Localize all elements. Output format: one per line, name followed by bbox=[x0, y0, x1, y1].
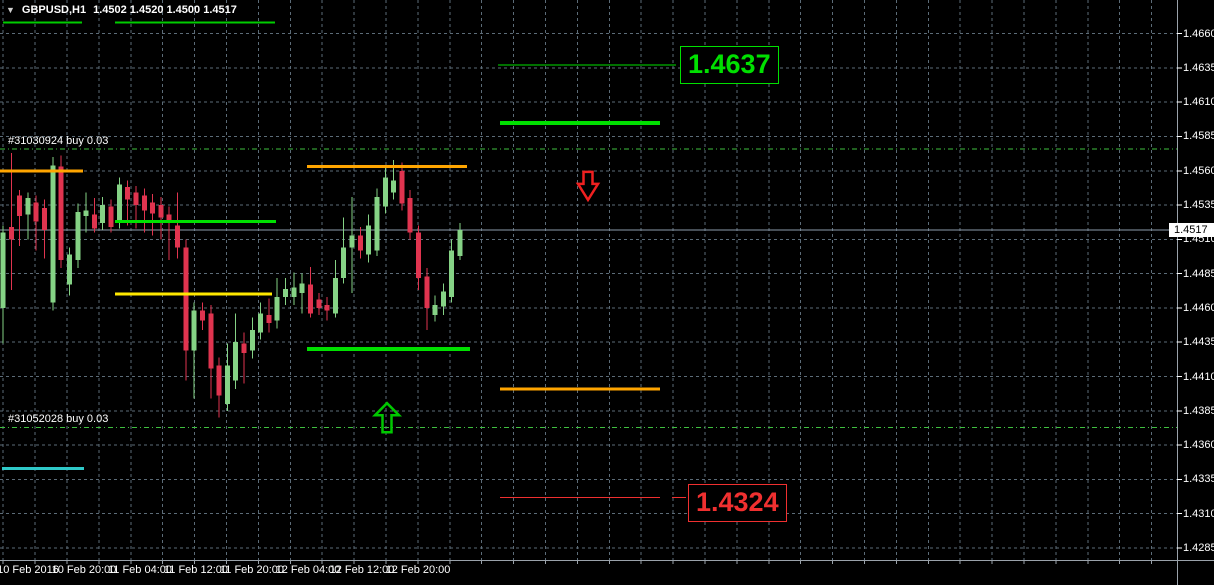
candle bbox=[208, 313, 214, 369]
candle bbox=[133, 192, 139, 206]
candle bbox=[249, 329, 255, 351]
candle bbox=[175, 225, 181, 248]
candle bbox=[233, 342, 239, 381]
candle bbox=[116, 184, 122, 222]
price-axis-label: 1.4485 bbox=[1183, 267, 1214, 280]
candle bbox=[416, 232, 421, 278]
candle bbox=[440, 291, 446, 307]
time-axis-label: 12 Feb 20:00 bbox=[385, 564, 451, 576]
candle bbox=[166, 214, 172, 223]
candle bbox=[199, 310, 205, 321]
candle bbox=[0, 232, 6, 308]
price-axis-label: 1.4435 bbox=[1183, 336, 1214, 349]
candle bbox=[457, 229, 463, 256]
candle bbox=[100, 205, 106, 223]
candle bbox=[307, 284, 313, 314]
candle bbox=[266, 314, 272, 324]
price-axis-label: 1.4335 bbox=[1183, 473, 1214, 486]
up-arrow-annotation[interactable] bbox=[371, 401, 403, 434]
symbol-timeframe-label: GBPUSD,H1 bbox=[21, 4, 87, 16]
candle bbox=[33, 202, 39, 222]
candle bbox=[374, 196, 380, 251]
candle bbox=[357, 235, 363, 251]
price-axis-label: 1.4560 bbox=[1183, 164, 1214, 177]
price-axis-label: 1.4585 bbox=[1183, 130, 1214, 143]
candle bbox=[83, 210, 89, 217]
price-axis-label: 1.4360 bbox=[1183, 439, 1214, 452]
time-axis-label: 10 Feb 2016 bbox=[0, 564, 59, 576]
candle bbox=[258, 313, 264, 333]
price-axis-label: 1.4460 bbox=[1183, 301, 1214, 314]
chart-header: ▼ GBPUSD,H1 1.4502 1.4520 1.4500 1.4517 bbox=[6, 4, 237, 16]
candle bbox=[108, 206, 114, 228]
candle bbox=[316, 299, 322, 308]
candle bbox=[50, 165, 56, 303]
candle bbox=[183, 247, 189, 351]
time-axis-label: 10 Feb 20:00 bbox=[51, 564, 117, 576]
trade-label-2: #31052028 buy 0.03 bbox=[8, 413, 109, 425]
candle bbox=[274, 296, 280, 321]
price-axis-label: 1.4385 bbox=[1183, 404, 1214, 417]
candle bbox=[75, 211, 81, 260]
candle bbox=[141, 195, 147, 211]
price-axis-label: 1.4610 bbox=[1183, 96, 1214, 109]
candle bbox=[366, 225, 372, 255]
price-callout-green[interactable]: 1.4637 bbox=[680, 46, 779, 85]
candle bbox=[382, 177, 388, 207]
time-axis-label: 12 Feb 12:00 bbox=[329, 564, 395, 576]
candle bbox=[291, 287, 297, 297]
candle bbox=[424, 276, 430, 308]
candle bbox=[42, 207, 48, 230]
candle bbox=[66, 254, 72, 285]
candle bbox=[449, 250, 455, 297]
candle bbox=[324, 305, 330, 311]
candle bbox=[241, 343, 247, 354]
candle bbox=[216, 365, 222, 396]
candle bbox=[224, 365, 230, 404]
candle bbox=[432, 305, 438, 315]
trade-label-1: #31030924 buy 0.03 bbox=[8, 135, 109, 147]
price-axis-label: 1.4635 bbox=[1183, 61, 1214, 74]
candle bbox=[341, 247, 347, 278]
current-price-tag: 1.4517 bbox=[1169, 222, 1214, 237]
candle bbox=[191, 310, 197, 351]
candle bbox=[8, 227, 14, 240]
candle bbox=[391, 180, 397, 193]
candle bbox=[25, 198, 31, 215]
symbol-marker-icon: ▼ bbox=[6, 4, 15, 15]
time-axis-label: 12 Feb 04:00 bbox=[275, 564, 341, 576]
price-axis-label: 1.4285 bbox=[1183, 542, 1214, 554]
candle bbox=[58, 166, 64, 260]
candle bbox=[349, 235, 355, 248]
candle bbox=[17, 195, 23, 217]
candle bbox=[399, 170, 405, 204]
time-axis-label: 11 Feb 20:00 bbox=[219, 564, 284, 576]
candle bbox=[299, 283, 305, 293]
time-axis-label: 11 Feb 04:00 bbox=[107, 564, 172, 576]
price-axis-label: 1.4660 bbox=[1183, 27, 1214, 40]
candle bbox=[150, 202, 156, 214]
candle bbox=[407, 198, 413, 233]
candle bbox=[91, 214, 97, 229]
time-axis-label: 11 Feb 12:00 bbox=[163, 564, 228, 576]
candle bbox=[332, 277, 338, 314]
price-axis-label: 1.4310 bbox=[1183, 507, 1214, 520]
candle bbox=[158, 205, 164, 218]
candle bbox=[283, 288, 289, 297]
ohlc-readout: 1.4502 1.4520 1.4500 1.4517 bbox=[93, 4, 237, 16]
price-axis-label: 1.4410 bbox=[1183, 370, 1214, 383]
candle bbox=[125, 187, 131, 200]
price-callout-red[interactable]: 1.4324 bbox=[688, 483, 787, 522]
down-arrow-annotation[interactable] bbox=[575, 170, 601, 203]
price-axis-label: 1.4535 bbox=[1183, 199, 1214, 212]
